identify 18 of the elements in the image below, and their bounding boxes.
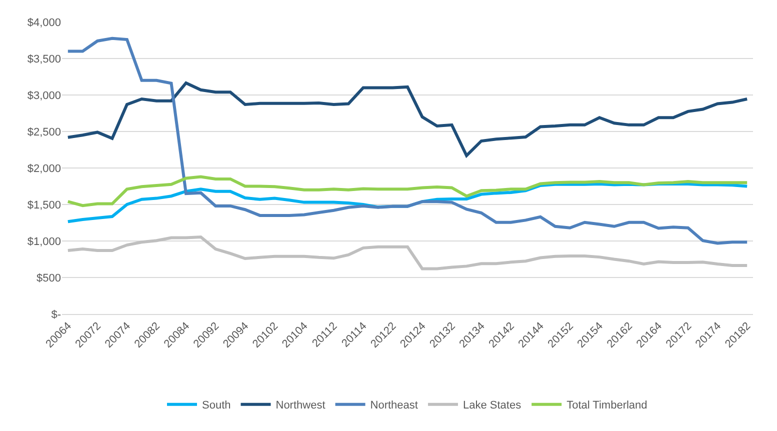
legend-label: Lake States	[462, 400, 522, 412]
y-tick-label: $-	[51, 308, 62, 321]
line-series	[66, 81, 749, 158]
y-tick-label: $3,500	[27, 53, 61, 66]
y-tick-label: $1,500	[27, 199, 61, 212]
y-tick-label: $2,000	[27, 162, 61, 175]
y-tick-label: $1,000	[27, 236, 61, 248]
legend-label: Total Timberland	[566, 400, 648, 412]
legend-label: South	[202, 400, 231, 412]
line-series	[66, 175, 749, 208]
legend-label: Northwest	[276, 400, 326, 412]
legend-label: Northeast	[370, 400, 418, 412]
y-tick-label: $3,000	[27, 90, 61, 102]
y-tick-label: $500	[36, 272, 61, 284]
line-series	[66, 36, 749, 245]
line-series	[66, 235, 749, 270]
y-tick-label: $2,500	[27, 126, 61, 138]
y-tick-label: $4,000	[27, 16, 61, 29]
